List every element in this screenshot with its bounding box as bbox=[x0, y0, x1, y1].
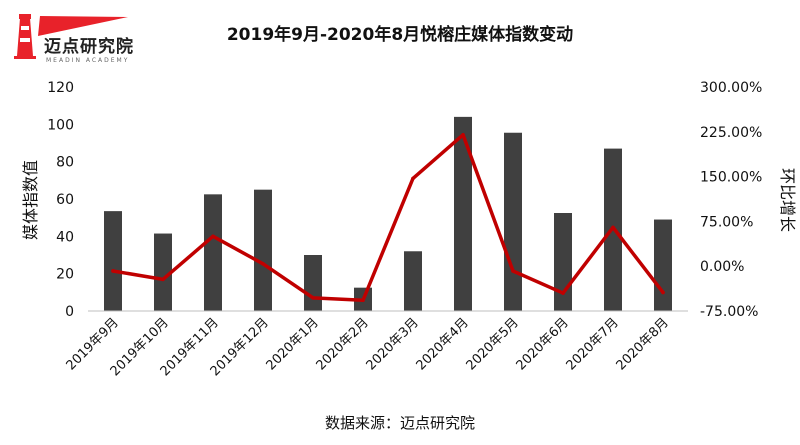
y-tick-label: 60 bbox=[56, 192, 74, 208]
line-point bbox=[311, 296, 315, 300]
y2-tick-label: 300.00% bbox=[700, 80, 762, 96]
y-tick-label: 0 bbox=[65, 304, 74, 320]
bar bbox=[154, 233, 172, 311]
source-note: 数据来源：迈点研究院 bbox=[324, 414, 475, 432]
logo-subtext: MEADIN ACADEMY bbox=[46, 57, 130, 64]
logo-swoosh bbox=[38, 16, 128, 36]
y-tick-label: 80 bbox=[56, 155, 74, 171]
line-point bbox=[461, 132, 465, 137]
y-tick-label: 20 bbox=[56, 267, 74, 283]
y-tick-label: 100 bbox=[47, 117, 74, 133]
y2-axis-label: 环比增长 bbox=[778, 168, 797, 232]
x-tick-label: 2020年5月 bbox=[464, 315, 522, 373]
line-point bbox=[361, 298, 365, 303]
bar bbox=[454, 116, 472, 311]
bar bbox=[504, 132, 522, 311]
x-tick-label: 2020年3月 bbox=[364, 315, 422, 373]
bar bbox=[404, 251, 422, 311]
x-tick-label: 2020年4月 bbox=[414, 315, 472, 373]
bar bbox=[254, 189, 272, 311]
bar bbox=[204, 194, 222, 311]
line-point bbox=[211, 234, 215, 239]
line-point bbox=[511, 269, 515, 273]
y-tick-label: 40 bbox=[56, 229, 74, 245]
logo-text: 迈点研究院 bbox=[44, 37, 134, 57]
x-tick-label: 2020年6月 bbox=[514, 315, 572, 373]
y2-tick-label: 225.00% bbox=[700, 125, 762, 141]
y2-tick-label: 75.00% bbox=[700, 214, 753, 230]
x-tick-label: 2020年7月 bbox=[564, 315, 622, 373]
y2-tick-label: 150.00% bbox=[700, 170, 762, 186]
y2-tick-label: 0.00% bbox=[700, 259, 744, 275]
x-tick-label: 2020年8月 bbox=[614, 315, 672, 373]
line-point bbox=[161, 277, 165, 282]
y-tick-label: 120 bbox=[47, 80, 74, 96]
line-point bbox=[111, 269, 115, 273]
line-point bbox=[661, 290, 665, 295]
logo: 迈点研究院 MEADIN ACADEMY bbox=[10, 12, 160, 64]
line-point bbox=[261, 262, 265, 266]
growth-line bbox=[111, 133, 665, 302]
x-tick-label: 2020年1月 bbox=[264, 315, 322, 373]
line-point bbox=[411, 176, 415, 181]
line-point bbox=[611, 225, 615, 230]
x-tick-label: 2020年2月 bbox=[314, 315, 372, 373]
bar bbox=[104, 211, 122, 311]
bar bbox=[554, 213, 572, 311]
y-axis-label: 媒体指数值 bbox=[21, 160, 40, 240]
y2-tick-label: -75.00% bbox=[700, 304, 758, 320]
line-point bbox=[561, 291, 565, 295]
bar bbox=[654, 219, 672, 311]
bar bbox=[304, 255, 322, 311]
chart-title: 2019年9月-2020年8月悦榕庄媒体指数变动 bbox=[226, 25, 574, 45]
lighthouse-icon bbox=[14, 14, 36, 59]
